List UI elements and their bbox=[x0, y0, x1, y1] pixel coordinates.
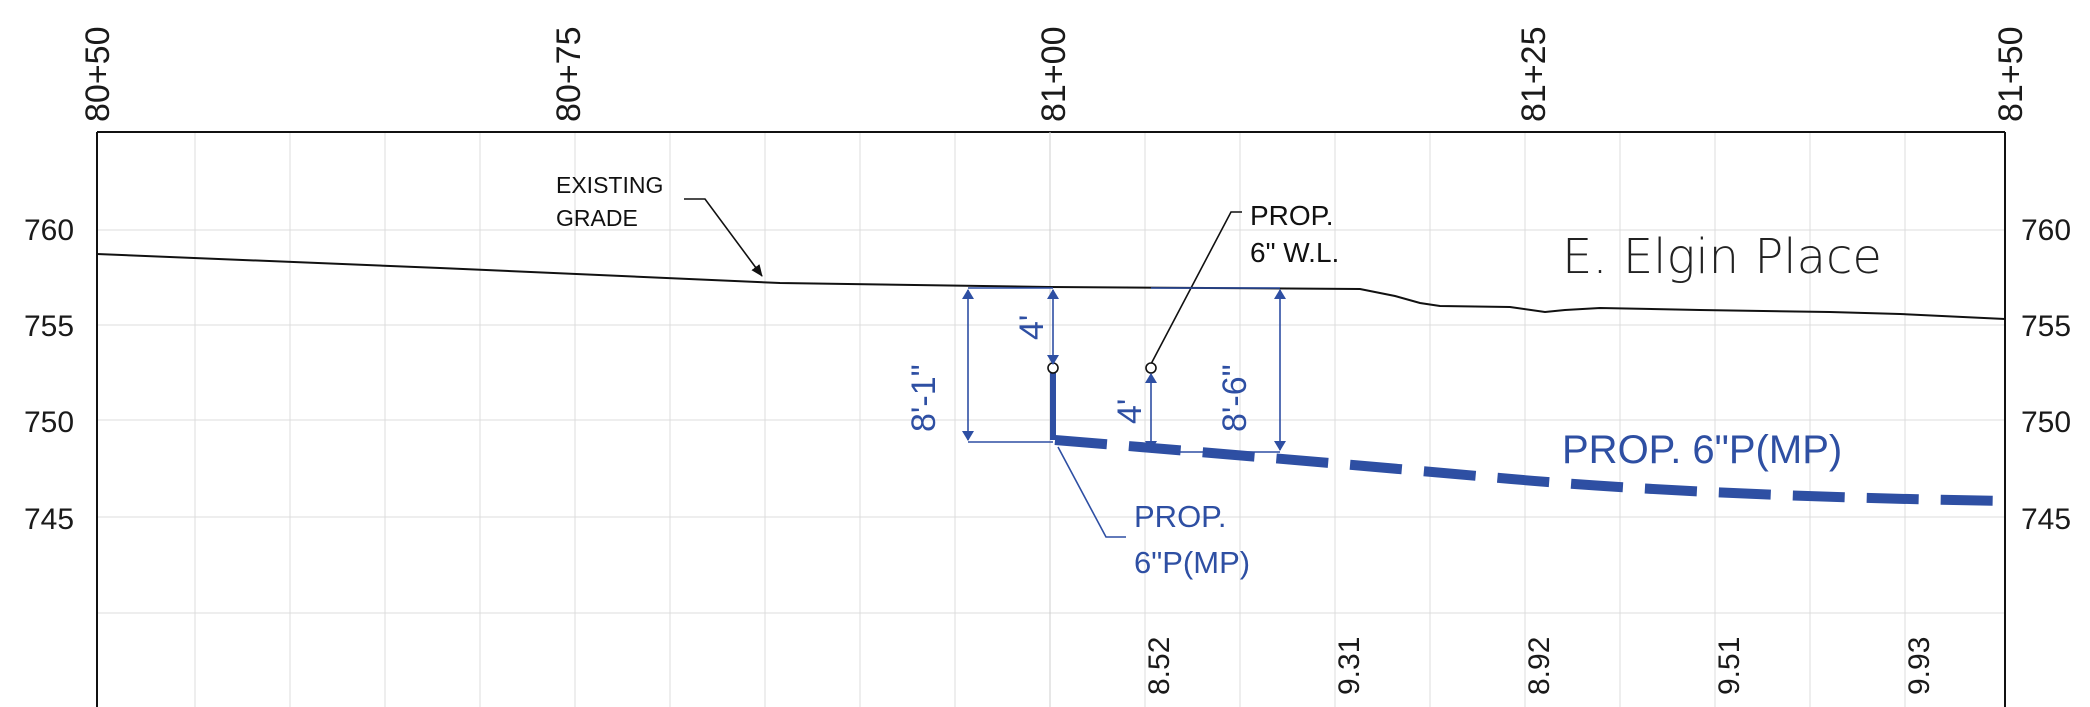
service-leader bbox=[1057, 446, 1126, 538]
bottom-value: 9.93 bbox=[1903, 637, 1936, 695]
dimension-lines bbox=[962, 287, 1286, 453]
station-labels: 80+50 80+75 81+00 81+25 81+50 bbox=[79, 27, 2030, 123]
elevation-labels-left: 760 755 750 745 bbox=[24, 214, 74, 536]
bottom-value: 9.31 bbox=[1333, 637, 1366, 695]
station-label: 80+50 bbox=[79, 27, 117, 123]
bottom-values: 8.52 9.31 8.92 9.51 9.93 bbox=[1143, 637, 1936, 695]
bottom-value: 8.52 bbox=[1143, 637, 1176, 695]
existing-grade-leader bbox=[684, 198, 763, 277]
cover-left-label: 4' bbox=[1013, 315, 1051, 340]
existing-grade-label: GRADE bbox=[556, 205, 638, 231]
service-pipe-callout: PROP. 6"P(MP) bbox=[1057, 446, 1250, 580]
elevation-label: 755 bbox=[24, 310, 74, 343]
bottom-value: 9.51 bbox=[1713, 637, 1746, 695]
water-line-label: PROP. bbox=[1250, 200, 1334, 231]
depth-right-label: 8'-6" bbox=[1216, 364, 1254, 432]
street-name: E. Elgin Place bbox=[1562, 229, 1882, 285]
water-line-callout: PROP. 6" W.L. bbox=[1145, 200, 1339, 374]
existing-grade-label: EXISTING bbox=[556, 172, 663, 198]
service-label: PROP. bbox=[1134, 499, 1226, 534]
elevation-label: 755 bbox=[2021, 310, 2071, 343]
elevation-label: 750 bbox=[2021, 406, 2071, 439]
elevation-label: 750 bbox=[24, 406, 74, 439]
station-label: 81+25 bbox=[1515, 27, 1553, 123]
elevation-label: 760 bbox=[24, 214, 74, 247]
water-line-leader bbox=[1150, 211, 1242, 365]
water-line-label: 6" W.L. bbox=[1250, 237, 1339, 268]
existing-grade-line bbox=[96, 253, 2006, 320]
water-line-point bbox=[1145, 362, 1157, 374]
proposed-pipe-line bbox=[1054, 435, 2006, 506]
elevation-labels-right: 760 755 750 745 bbox=[2021, 214, 2071, 536]
existing-grade-callout: EXISTING GRADE bbox=[556, 172, 763, 277]
elevation-label: 745 bbox=[2021, 503, 2071, 536]
main-pipe-label: PROP. 6"P(MP) bbox=[1562, 428, 1842, 472]
station-label: 81+00 bbox=[1035, 27, 1073, 123]
station-label: 80+75 bbox=[550, 27, 588, 123]
depth-left-label: 8'-1" bbox=[905, 364, 943, 432]
cover-right-label: 4' bbox=[1111, 399, 1149, 424]
riser-top-point bbox=[1047, 362, 1059, 374]
bottom-value: 8.92 bbox=[1523, 637, 1556, 695]
grid bbox=[98, 132, 2005, 707]
elevation-label: 745 bbox=[24, 503, 74, 536]
elevation-label: 760 bbox=[2021, 214, 2071, 247]
proposed-pipe bbox=[1047, 362, 2006, 506]
station-label: 81+50 bbox=[1992, 27, 2030, 123]
service-label: 6"P(MP) bbox=[1134, 545, 1250, 580]
dimension-labels: 8'-1" 4' 4' 8'-6" bbox=[905, 315, 1254, 432]
